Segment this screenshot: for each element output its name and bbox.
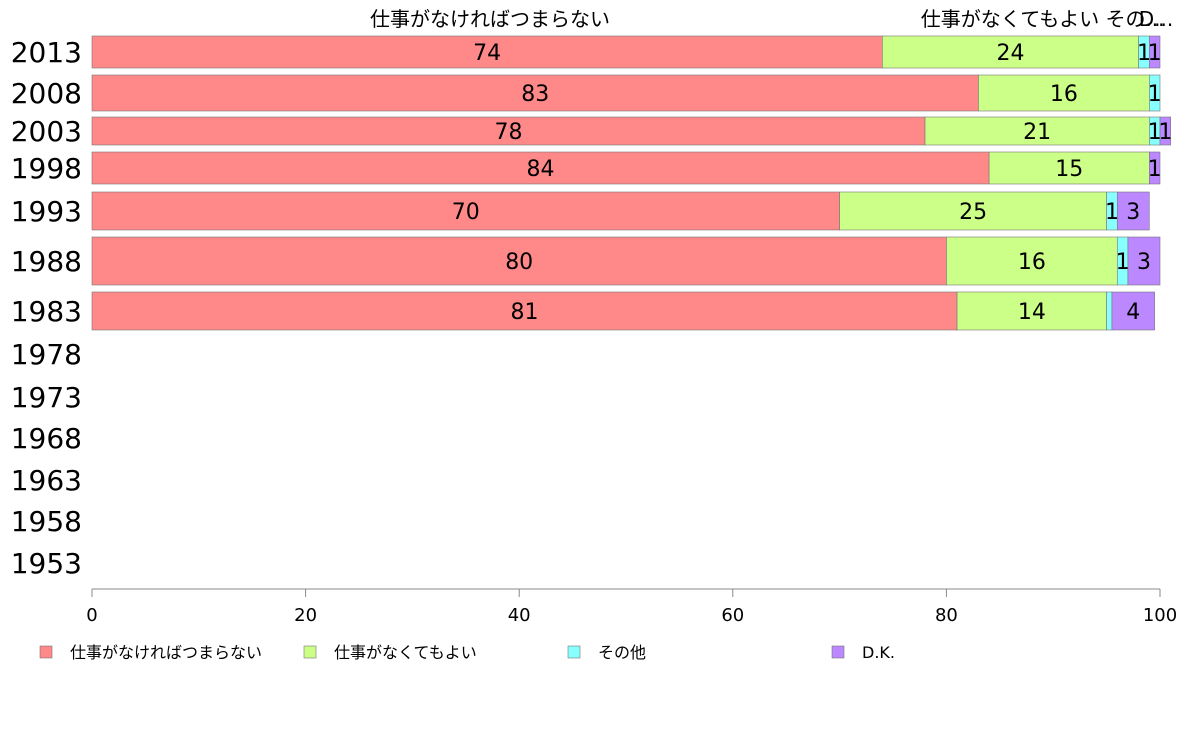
top-label-2: 仕事がなくてもよい xyxy=(921,7,1099,31)
year-label-1998: 1998 xyxy=(11,152,82,185)
bar-1988-series-1 xyxy=(91,236,947,286)
data-label-1988-series-4: 3 xyxy=(1137,250,1151,275)
bar-2013-series-4 xyxy=(1149,35,1161,69)
bar-2008-series-1 xyxy=(91,74,979,112)
top-label-1: 仕事がなければつまらない xyxy=(370,7,610,31)
year-label-1988: 1988 xyxy=(11,245,82,278)
legend-swatch-2 xyxy=(303,645,317,659)
x-tick-label-60: 60 xyxy=(721,605,744,626)
data-label-1993-series-3: 1 xyxy=(1105,200,1119,225)
year-label-2003: 2003 xyxy=(11,115,82,148)
data-label-2008-series-3: 1 xyxy=(1148,82,1162,107)
bar-1983-series-4 xyxy=(1111,291,1155,331)
bar-1998-series-2 xyxy=(988,151,1150,185)
legend-label-2: 仕事がなくてもよい xyxy=(334,643,477,662)
data-label-1998-series-2: 15 xyxy=(1055,157,1083,182)
legend-swatch-3 xyxy=(567,645,581,659)
bar-2013-series-1 xyxy=(91,35,883,69)
data-label-1988-series-1: 80 xyxy=(505,250,533,275)
bar-2008-series-3 xyxy=(1149,74,1161,112)
data-label-2013-series-2: 24 xyxy=(996,41,1024,66)
top-series-labels: 仕事がなければつまらない 仕事がなくてもよい その...D... xyxy=(370,7,1173,31)
data-label-1983-series-4: 4 xyxy=(1126,300,1140,325)
x-tick-label-40: 40 xyxy=(508,605,531,626)
year-label-1958: 1958 xyxy=(11,505,82,538)
data-label-1993-series-2: 25 xyxy=(959,200,987,225)
year-label-1993: 1993 xyxy=(11,195,82,228)
data-label-2013-series-1: 74 xyxy=(473,41,501,66)
bar-1983-series-1 xyxy=(91,291,958,331)
data-label-1993-series-4: 3 xyxy=(1126,200,1140,225)
bar-1993-series-1 xyxy=(91,191,840,231)
legend-swatch-1 xyxy=(39,645,53,659)
bar-1998-series-4 xyxy=(1149,151,1161,185)
data-label-1998-series-1: 84 xyxy=(527,157,555,182)
x-axis: 0 20 40 60 80 100 xyxy=(86,588,1177,626)
bar-1983-series-3 xyxy=(1106,291,1113,331)
bar-1993-series-2 xyxy=(839,191,1107,231)
data-label-2003-series-3: 1 xyxy=(1148,120,1162,145)
legend-label-4: D.K. xyxy=(862,643,895,662)
bar-1998-series-1 xyxy=(91,151,990,185)
legend-label-3: その他 xyxy=(598,643,646,662)
data-label-1983-series-2: 14 xyxy=(1018,300,1046,325)
data-label-2008-series-2: 16 xyxy=(1050,82,1078,107)
bar-1988-series-2 xyxy=(946,236,1118,286)
x-tick-label-0: 0 xyxy=(86,605,97,626)
top-label-3: その... xyxy=(1105,7,1164,31)
bar-1983-series-2 xyxy=(956,291,1107,331)
year-label-1963: 1963 xyxy=(11,464,82,497)
bar-2003-series-2 xyxy=(924,116,1150,146)
data-label-1988-series-2: 16 xyxy=(1018,250,1046,275)
bar-2013-series-2 xyxy=(882,35,1139,69)
year-label-1968: 1968 xyxy=(11,422,82,455)
data-label-1993-series-1: 70 xyxy=(452,200,480,225)
data-label-2003-series-1: 78 xyxy=(495,120,523,145)
bar-1988-series-4 xyxy=(1127,236,1161,286)
x-tick-label-100: 100 xyxy=(1143,605,1177,626)
data-label-2013-series-3: 1 xyxy=(1137,41,1151,66)
year-label-1953: 1953 xyxy=(11,547,82,580)
data-label-1998-series-4: 1 xyxy=(1148,157,1162,182)
data-label-1983-series-1: 81 xyxy=(511,300,539,325)
data-label-2008-series-1: 83 xyxy=(521,82,549,107)
data-label-2013-series-4: 1 xyxy=(1148,41,1162,66)
legend-label-1: 仕事がなければつまらない xyxy=(70,643,262,662)
year-label-1983: 1983 xyxy=(11,295,82,328)
legend: 仕事がなければつまらない 仕事がなくてもよい その他 D.K. xyxy=(39,643,895,662)
bar-1993-series-4 xyxy=(1116,191,1150,231)
data-label-2003-series-2: 21 xyxy=(1023,120,1051,145)
year-label-1973: 1973 xyxy=(11,381,82,414)
year-label-2013: 2013 xyxy=(11,36,82,69)
x-tick-label-80: 80 xyxy=(935,605,958,626)
bar-2003-series-4 xyxy=(1159,116,1171,146)
data-label-1988-series-3: 1 xyxy=(1116,250,1130,275)
x-tick-label-20: 20 xyxy=(294,605,317,626)
data-label-2003-series-4: 1 xyxy=(1158,120,1172,145)
year-label-1978: 1978 xyxy=(11,338,82,371)
year-labels: 2013 2008 2003 1998 1993 1988 1983 1978 1973 1968… xyxy=(11,36,82,580)
year-label-2008: 2008 xyxy=(11,77,82,110)
legend-swatch-4 xyxy=(831,645,845,659)
top-label-4: D... xyxy=(1139,7,1173,31)
